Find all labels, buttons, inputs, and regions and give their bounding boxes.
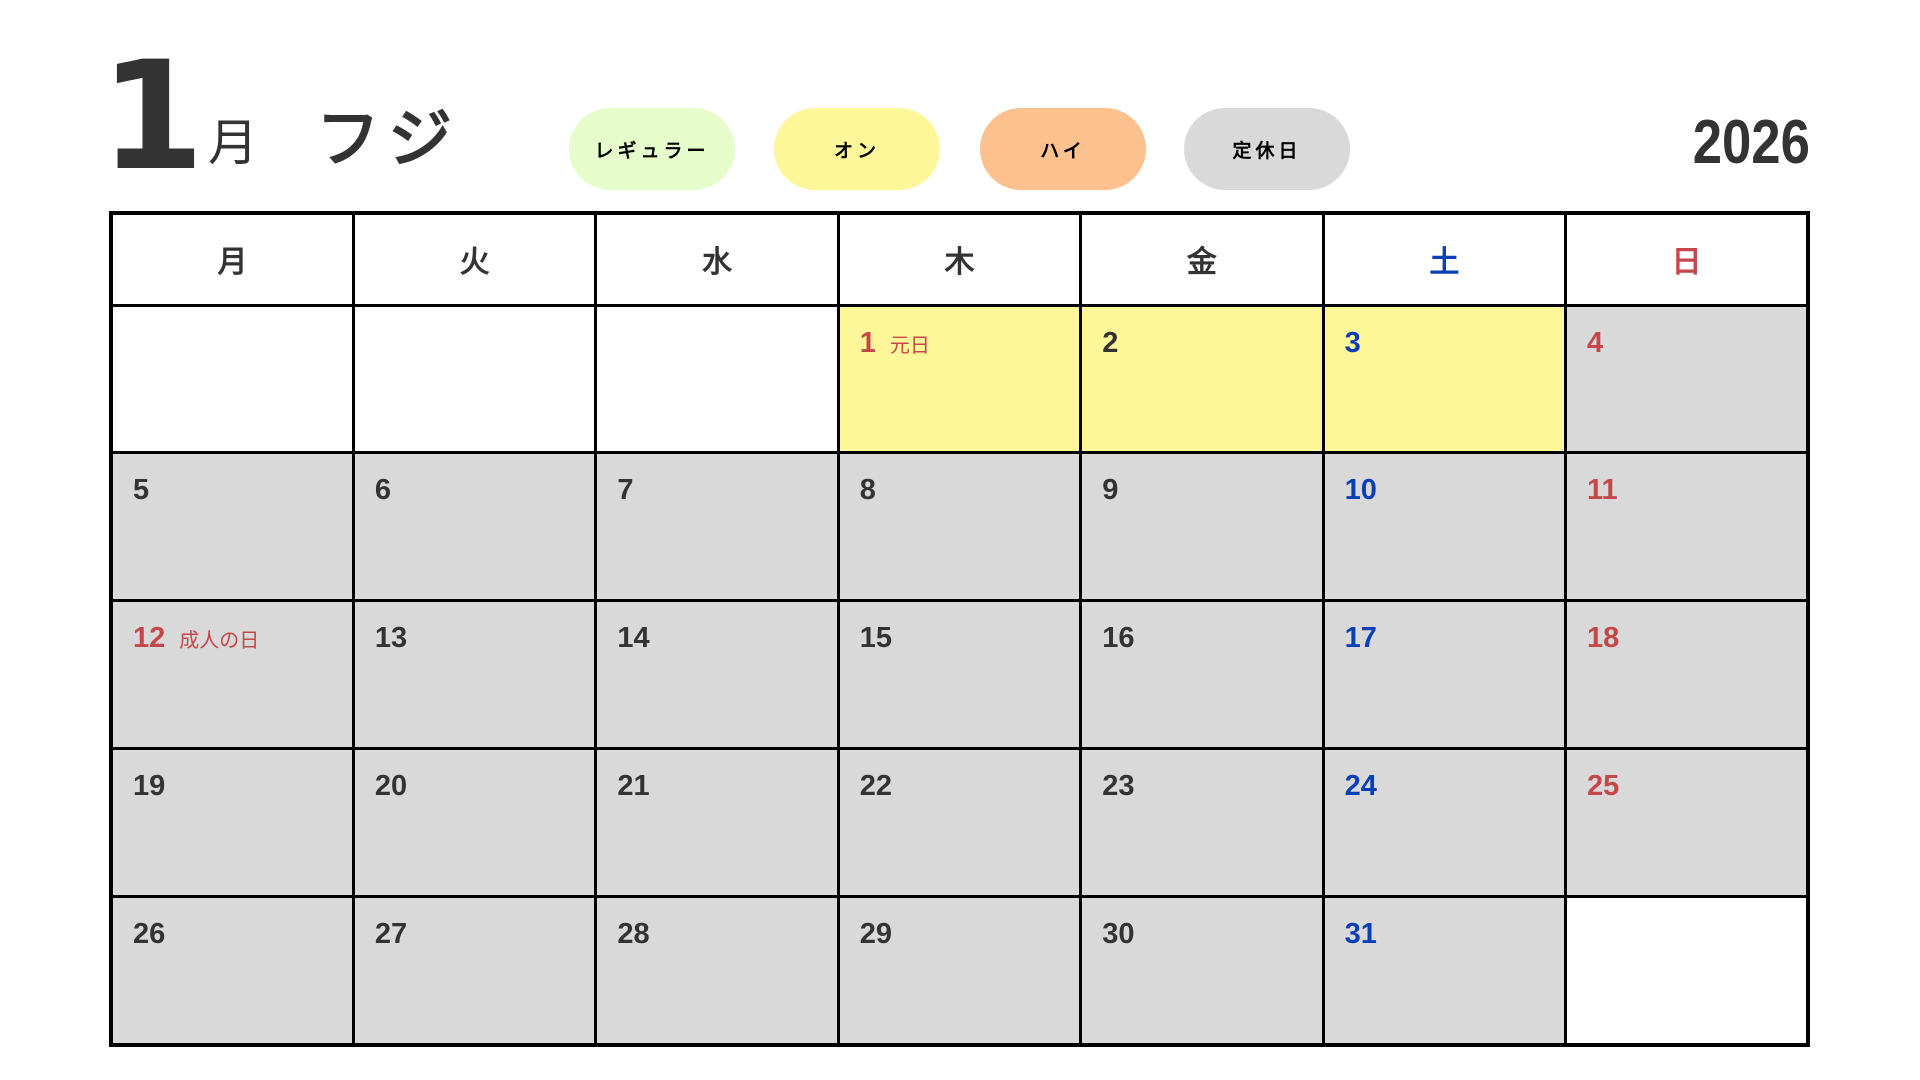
- day-number: 13: [374, 622, 408, 655]
- day-number: 4: [1587, 326, 1604, 359]
- legend-closed: 定休日: [1184, 108, 1350, 190]
- holiday-name: 元日: [889, 332, 930, 357]
- empty-cell: [109, 303, 355, 455]
- day-cell: 7: [594, 451, 840, 603]
- day-cell: 28: [594, 894, 840, 1047]
- day-cell: 11: [1564, 451, 1810, 603]
- day-number: 22: [859, 769, 893, 802]
- day-number: 5: [133, 474, 150, 507]
- month-label: 月: [208, 114, 258, 172]
- day-number: 11: [1587, 474, 1618, 507]
- day-cell: 24: [1321, 746, 1568, 898]
- day-cell: 18: [1564, 599, 1810, 750]
- week-row: 1 元日 2 3 4: [109, 303, 1810, 455]
- day-number: 12: [133, 622, 166, 655]
- store-name: フジ: [316, 103, 460, 177]
- day-cell: 4: [1564, 303, 1810, 455]
- year: 2026: [1692, 108, 1810, 177]
- day-cell: 13: [351, 599, 598, 750]
- weekday-header: 土: [1321, 211, 1568, 307]
- empty-cell: [1564, 894, 1810, 1047]
- day-cell: 5: [109, 451, 355, 603]
- day-cell: 31: [1321, 894, 1568, 1047]
- weekday-header: 月: [109, 211, 355, 307]
- weekday-header: 火: [351, 211, 598, 307]
- legend-regular: レギュラー: [569, 108, 735, 190]
- empty-cell: [594, 303, 840, 455]
- day-number: 27: [374, 917, 408, 950]
- week-row: 12 成人の日 13 14 15 16 17 18: [109, 599, 1810, 750]
- day-cell: 30: [1079, 894, 1325, 1047]
- day-cell: 12 成人の日: [109, 599, 355, 750]
- weekday-header: 水: [594, 211, 840, 307]
- month-number: 1: [100, 30, 205, 204]
- day-number: 21: [617, 769, 650, 802]
- day-cell: 19: [109, 746, 355, 898]
- day-cell: 14: [594, 599, 840, 750]
- day-number: 3: [1344, 326, 1361, 359]
- day-number: 24: [1344, 769, 1377, 802]
- calendar-grid: 月火水木金土日 1 元日 2 3 4 5 6 7 8 9 10 11 12 成人の日 13 14 15 16 17 1…: [109, 211, 1810, 1047]
- legend-high: ハイ: [980, 108, 1146, 190]
- day-cell: 6: [351, 451, 598, 603]
- weekday-header: 木: [836, 211, 1083, 307]
- day-number: 26: [133, 917, 166, 950]
- day-cell: 16: [1079, 599, 1325, 750]
- day-cell: 1 元日: [836, 303, 1083, 455]
- day-cell: 23: [1079, 746, 1325, 898]
- day-number: 18: [1587, 622, 1620, 655]
- day-cell: 20: [351, 746, 598, 898]
- day-cell: 10: [1321, 451, 1568, 603]
- day-number: 6: [374, 474, 392, 507]
- day-number: 19: [133, 769, 166, 802]
- day-cell: 21: [594, 746, 840, 898]
- day-number: 10: [1344, 474, 1377, 507]
- holiday-name: 成人の日: [179, 628, 260, 653]
- day-number: 14: [617, 622, 650, 655]
- day-number: 15: [859, 622, 893, 655]
- weekday-header: 日: [1564, 211, 1810, 307]
- empty-cell: [351, 303, 598, 455]
- day-number: 1: [859, 326, 876, 359]
- legend-on: オン: [774, 108, 940, 190]
- day-number: 16: [1102, 622, 1135, 655]
- day-cell: 2: [1079, 303, 1325, 455]
- day-cell: 8: [836, 451, 1083, 603]
- week-row: 26 27 28 29 30 31: [109, 894, 1810, 1047]
- day-number: 30: [1102, 917, 1135, 950]
- day-number: 20: [374, 769, 408, 802]
- day-cell: 29: [836, 894, 1083, 1047]
- day-cell: 3: [1321, 303, 1568, 455]
- day-number: 17: [1344, 622, 1377, 655]
- day-number: 28: [617, 917, 650, 950]
- day-cell: 9: [1079, 451, 1325, 603]
- day-number: 8: [859, 474, 876, 507]
- week-row: 19 20 21 22 23 24 25: [109, 746, 1810, 898]
- day-cell: 25: [1564, 746, 1810, 898]
- day-cell: 22: [836, 746, 1083, 898]
- weekday-header: 金: [1079, 211, 1325, 307]
- day-cell: 27: [351, 894, 598, 1047]
- day-number: 2: [1102, 326, 1119, 359]
- day-number: 9: [1102, 474, 1119, 507]
- day-cell: 15: [836, 599, 1083, 750]
- day-cell: 17: [1321, 599, 1568, 750]
- day-cell: 26: [109, 894, 355, 1047]
- day-number: 23: [1102, 769, 1135, 802]
- day-number: 31: [1344, 917, 1377, 950]
- day-number: 29: [859, 917, 893, 950]
- day-number: 7: [617, 474, 634, 507]
- day-number: 25: [1587, 769, 1620, 802]
- week-row: 5 6 7 8 9 10 11: [109, 451, 1810, 603]
